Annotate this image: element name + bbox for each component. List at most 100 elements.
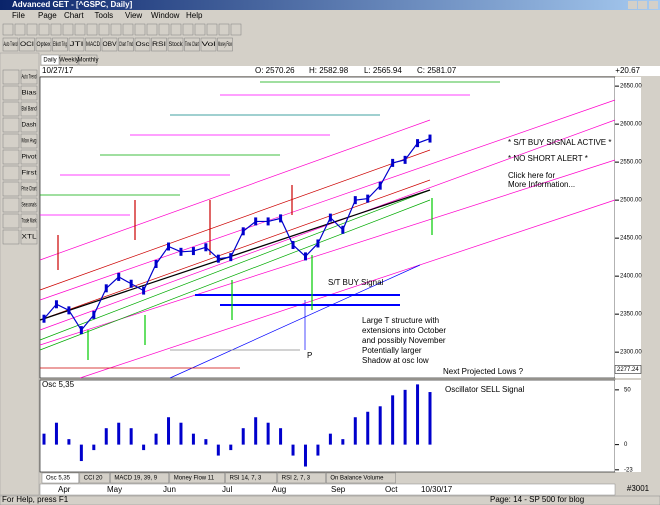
timeframe-tab[interactable]: [78, 54, 98, 66]
sidebar-button[interactable]: [20, 149, 38, 165]
sidebar-button[interactable]: [20, 101, 38, 117]
sidebar-icon[interactable]: [2, 229, 20, 245]
sidebar-button[interactable]: [20, 69, 38, 85]
sidebar-button[interactable]: [20, 165, 38, 181]
toolbar-button[interactable]: [52, 37, 68, 52]
toolbar-icon[interactable]: [62, 23, 74, 36]
close-button[interactable]: [649, 1, 658, 9]
toolbar-button[interactable]: [68, 37, 85, 52]
sidebar-label[interactable]: XTL: [22, 235, 38, 241]
sidebar-icon[interactable]: [2, 85, 20, 101]
toolbar-label[interactable]: Auto Trend: [4, 42, 18, 48]
toolbar-button[interactable]: [134, 37, 151, 52]
sidebar-icon[interactable]: [2, 69, 20, 85]
toolbar-icon[interactable]: [2, 23, 14, 36]
toolbar-icon[interactable]: [146, 23, 158, 36]
toolbar-icon[interactable]: [134, 23, 146, 36]
toolbar-button[interactable]: [184, 37, 200, 52]
toolbar-icon[interactable]: [110, 23, 122, 36]
sidebar-label[interactable]: First: [22, 171, 37, 177]
indicator-tab[interactable]: [41, 472, 80, 484]
toolbar-icon[interactable]: [158, 23, 170, 36]
sidebar-button[interactable]: [20, 229, 38, 245]
indicator-tab-label[interactable]: MACD 19, 39, 9: [114, 476, 157, 482]
sidebar-label[interactable]: Price Chart: [22, 187, 37, 193]
timeframe-label[interactable]: Monthly: [77, 58, 98, 64]
minimize-button[interactable]: [628, 1, 637, 9]
menu-item[interactable]: Help: [186, 11, 203, 20]
sidebar-label[interactable]: Pivot: [22, 155, 37, 161]
toolbar-icon[interactable]: [206, 23, 218, 36]
sidebar-button[interactable]: [20, 197, 38, 213]
sidebar-icon[interactable]: [2, 213, 20, 229]
toolbar-label[interactable]: Optex: [37, 42, 51, 48]
timeframe-tab[interactable]: [40, 54, 60, 66]
toolbar-icon[interactable]: [170, 23, 182, 36]
sidebar-button[interactable]: [20, 117, 38, 133]
toolbar-label[interactable]: Time Chart: [185, 42, 199, 48]
sidebar-icon[interactable]: [2, 117, 20, 133]
toolbar-button[interactable]: [19, 37, 35, 52]
toolbar-icon[interactable]: [194, 23, 206, 36]
timeframe-label[interactable]: Weekly: [59, 58, 79, 64]
toolbar-label[interactable]: JTI: [70, 42, 85, 48]
toolbar-button[interactable]: [35, 37, 52, 52]
toolbar-icon[interactable]: [230, 23, 242, 36]
toolbar-icon[interactable]: [26, 23, 38, 36]
indicator-tab-label[interactable]: RSI 2, 7, 3: [282, 476, 311, 482]
indicator-tab[interactable]: [169, 472, 225, 484]
sidebar-label[interactable]: Bias: [22, 91, 37, 97]
toolbar-label[interactable]: Vol: [202, 42, 216, 48]
toolbar-button[interactable]: [2, 37, 19, 52]
timeframe-tab[interactable]: [59, 54, 79, 66]
indicator-tab-label[interactable]: Osc 5,35: [46, 476, 71, 482]
timeframe-label[interactable]: Daily: [43, 58, 56, 64]
sidebar-icon[interactable]: [2, 149, 20, 165]
toolbar-icon[interactable]: [86, 23, 98, 36]
sidebar-label[interactable]: Auto Trend: [22, 75, 37, 81]
sidebar-icon[interactable]: [2, 197, 20, 213]
toolbar-icon[interactable]: [14, 23, 26, 36]
sidebar-icon[interactable]: [2, 101, 20, 117]
toolbar-label[interactable]: RSI: [152, 42, 166, 48]
toolbar-button[interactable]: [118, 37, 134, 52]
toolbar-icon[interactable]: [98, 23, 110, 36]
indicator-tab-label[interactable]: Money Flow 11: [174, 476, 215, 482]
indicator-tab-label[interactable]: On Balance Volume: [330, 476, 384, 482]
sidebar-label[interactable]: Bal Band: [22, 107, 37, 113]
sidebar-label[interactable]: Mov Avg: [22, 139, 37, 145]
indicator-tab-label[interactable]: RSI 14, 7, 3: [230, 476, 262, 482]
indicator-tab-label[interactable]: CCI 20: [84, 476, 103, 482]
toolbar-button[interactable]: [167, 37, 184, 52]
toolbar-button[interactable]: [101, 37, 118, 52]
indicator-tab[interactable]: [326, 472, 396, 484]
menu-item[interactable]: Tools: [95, 11, 114, 20]
toolbar-label[interactable]: Stock: [169, 42, 184, 48]
more-info-link[interactable]: More Information...: [508, 180, 575, 189]
toolbar-icon[interactable]: [38, 23, 50, 36]
toolbar-button[interactable]: [85, 37, 101, 52]
toolbar-label[interactable]: Chart Trnd: [119, 42, 133, 48]
sidebar-label[interactable]: Seasonals: [22, 203, 37, 209]
sidebar-icon[interactable]: [2, 133, 20, 149]
toolbar-label[interactable]: MACD: [86, 42, 101, 48]
menu-item[interactable]: File: [12, 11, 25, 20]
toolbar-icon[interactable]: [50, 23, 62, 36]
maximize-button[interactable]: [638, 1, 647, 9]
menu-item[interactable]: Window: [151, 11, 180, 20]
sidebar-button[interactable]: [20, 85, 38, 101]
indicator-tab[interactable]: [110, 472, 170, 484]
toolbar-icon[interactable]: [74, 23, 86, 36]
toolbar-label[interactable]: OCI: [20, 42, 34, 48]
toolbar-button[interactable]: [217, 37, 233, 52]
menu-item[interactable]: View: [125, 11, 142, 20]
sidebar-icon[interactable]: [2, 165, 20, 181]
toolbar-label[interactable]: Osc: [136, 42, 150, 48]
indicator-tab[interactable]: [277, 472, 326, 484]
sidebar-button[interactable]: [20, 213, 38, 229]
indicator-tab[interactable]: [79, 472, 110, 484]
sidebar-icon[interactable]: [2, 181, 20, 197]
toolbar-button[interactable]: [200, 37, 217, 52]
sidebar-label[interactable]: Dash: [22, 123, 37, 129]
sidebar-button[interactable]: [20, 181, 38, 197]
